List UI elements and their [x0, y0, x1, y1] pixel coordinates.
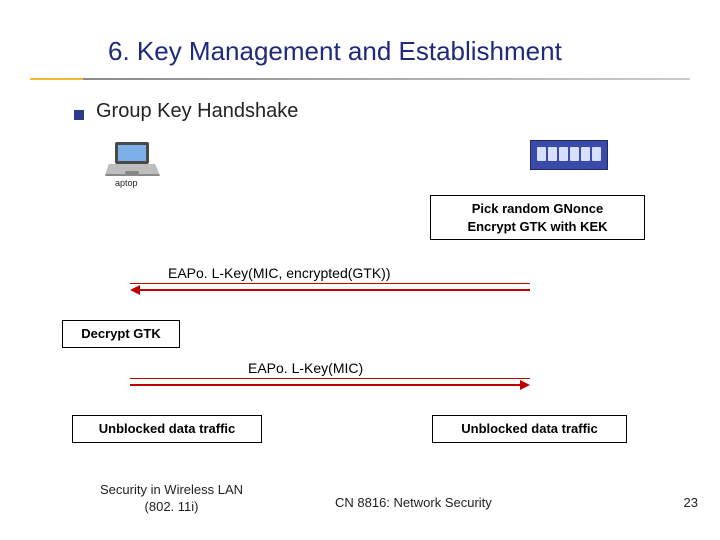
- box-unblock-left: Unblocked data traffic: [72, 415, 262, 443]
- subtitle: Group Key Handshake: [96, 100, 298, 123]
- bullet-icon: [74, 110, 84, 120]
- box-gnonce-l2: Encrypt GTK with KEK: [441, 218, 634, 236]
- footer-center: CN 8816: Network Security: [335, 495, 492, 510]
- footer-left-l1: Security in Wireless LAN: [100, 482, 243, 499]
- switch-icon: [530, 140, 608, 170]
- msg2-arrow: [130, 384, 522, 386]
- slide-title: 6. Key Management and Establishment: [108, 36, 562, 67]
- title-underline: [30, 78, 690, 80]
- box-gnonce: Pick random GNonce Encrypt GTK with KEK: [430, 195, 645, 240]
- msg1-underline: [130, 283, 530, 284]
- laptop-label: aptop: [115, 178, 138, 188]
- msg1-label: EAPo. L-Key(MIC, encrypted(GTK)): [168, 265, 391, 281]
- footer-left-l2: (802. 11i): [100, 499, 243, 516]
- msg1-arrow: [138, 289, 530, 291]
- page-number: 23: [684, 495, 698, 510]
- box-decrypt: Decrypt GTK: [62, 320, 180, 348]
- box-unblock-right: Unblocked data traffic: [432, 415, 627, 443]
- msg2-underline: [130, 378, 530, 379]
- box-gnonce-l1: Pick random GNonce: [441, 200, 634, 218]
- msg2-label: EAPo. L-Key(MIC): [248, 360, 363, 376]
- footer-left: Security in Wireless LAN (802. 11i): [100, 482, 243, 516]
